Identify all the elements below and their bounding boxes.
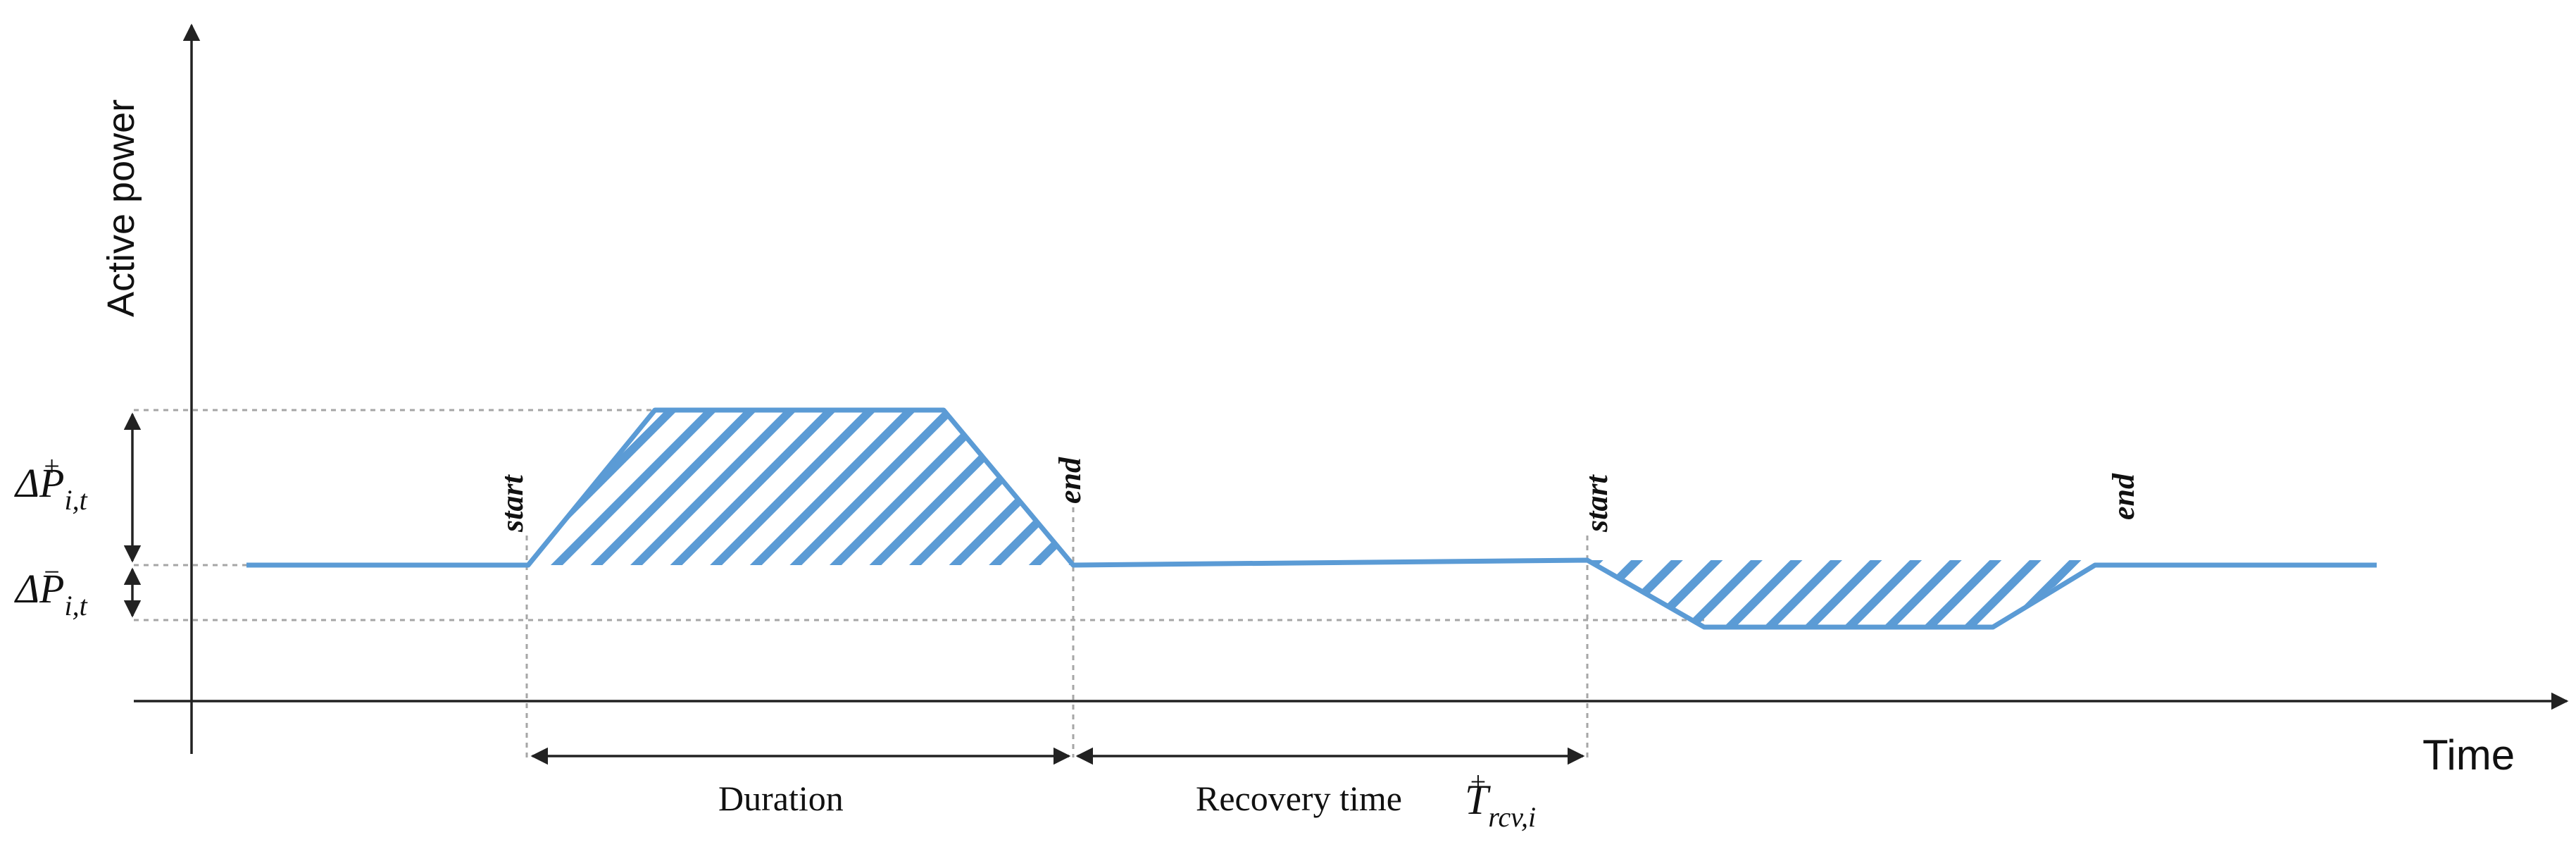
end-label-downward-event: end	[2106, 473, 2141, 520]
delta-down-label: ΔPi,t−	[14, 556, 88, 621]
recovery-time-label: Recovery time	[1196, 779, 1402, 818]
duration-label: Duration	[718, 779, 844, 818]
recovery-time-symbol: Trcv,i+	[1465, 766, 1536, 833]
delta-up-label: ΔPi,t+	[14, 450, 88, 516]
start-label-downward-event: start	[1580, 474, 1614, 533]
power-profile-line	[246, 407, 2377, 630]
x-axis-label: Time	[2422, 731, 2515, 779]
hatched-area-upward-event	[528, 410, 1073, 565]
start-label-upward-event: start	[495, 474, 530, 533]
hatched-area-downward-event	[1587, 560, 2095, 627]
y-axis-label: Active power	[100, 99, 142, 317]
guide-lines	[134, 409, 1704, 757]
end-label-upward-event: end	[1053, 457, 1087, 504]
